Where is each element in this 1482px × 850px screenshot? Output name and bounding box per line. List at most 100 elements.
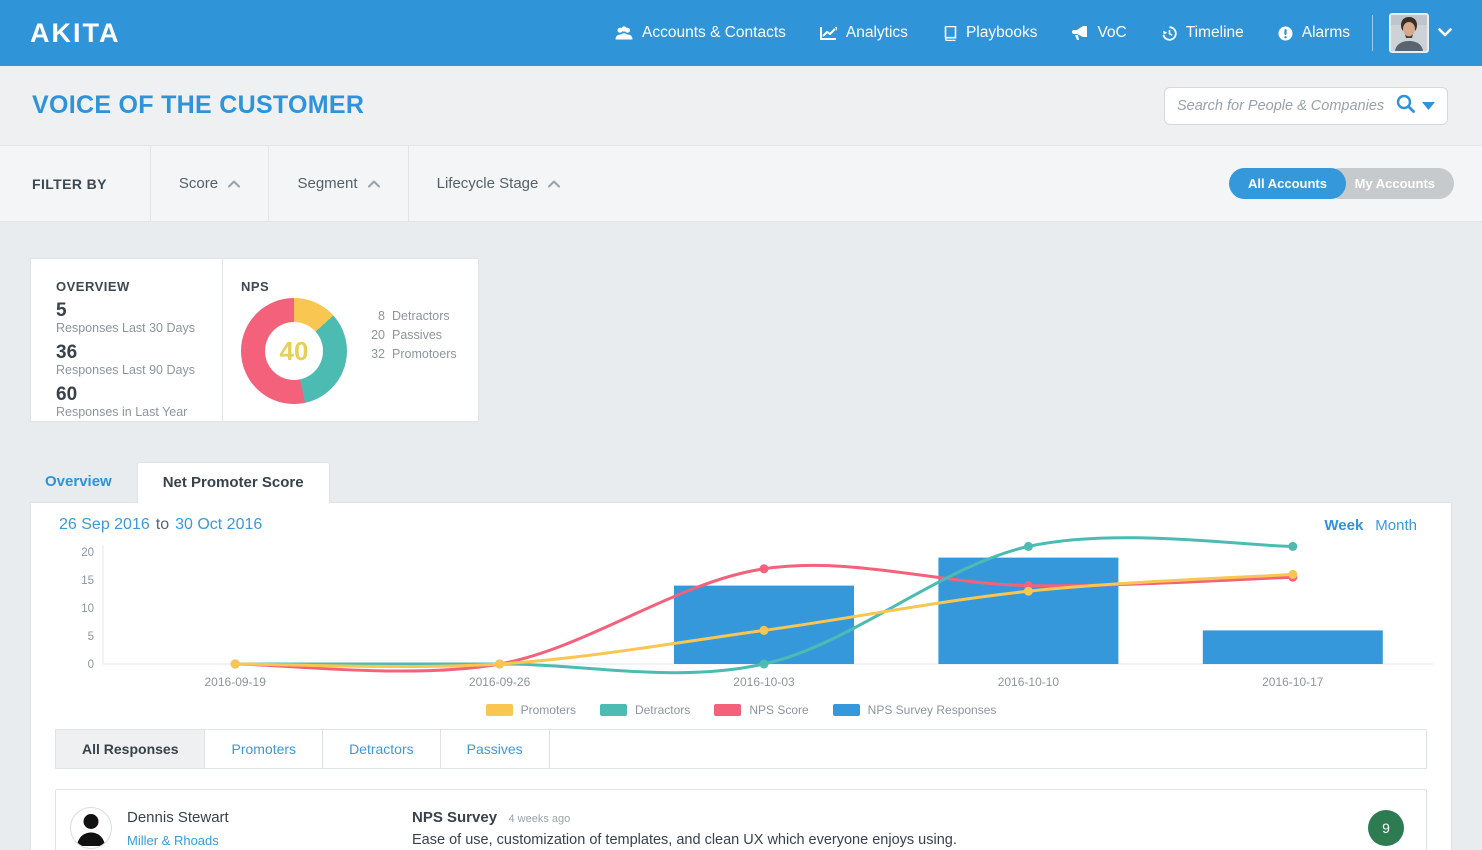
search-icon[interactable] bbox=[1396, 94, 1415, 118]
stat-value: 5 bbox=[56, 300, 67, 321]
search-caret-down-icon[interactable] bbox=[1422, 97, 1435, 115]
svg-text:2016-10-10: 2016-10-10 bbox=[998, 675, 1060, 689]
nav-item-alarms[interactable]: Alarms bbox=[1278, 24, 1350, 42]
nps-score-swatch bbox=[714, 704, 742, 716]
stat-label: Responses Last 90 Days bbox=[56, 362, 195, 377]
nps-donut: 40 bbox=[241, 298, 347, 404]
nav-item-label: Analytics bbox=[845, 24, 908, 41]
chart-legend: Promoters Detractors NPS Score NPS Surve… bbox=[31, 703, 1451, 717]
svg-text:2016-09-19: 2016-09-19 bbox=[205, 675, 267, 689]
nav-menu: Accounts & Contacts Analytics Playbooks … bbox=[615, 24, 1350, 42]
nav-divider bbox=[1372, 15, 1373, 51]
filter-by-label: FILTER BY bbox=[32, 175, 107, 192]
nps-legend-passives: 20 Passives bbox=[363, 328, 457, 342]
responder-info: Dennis Stewart Miller & Rhoads bbox=[112, 809, 412, 848]
stat-30-days: 5 Responses Last 30 Days bbox=[56, 301, 212, 336]
nps-panel: 26 Sep 2016 to 30 Oct 2016 Week Month 0 5… bbox=[30, 502, 1452, 850]
nav-item-analytics[interactable]: Analytics bbox=[819, 24, 908, 42]
search-input[interactable] bbox=[1177, 97, 1396, 114]
legend-value: 20 bbox=[371, 328, 385, 342]
legend-value: 32 bbox=[371, 347, 385, 361]
tab-passives[interactable]: Passives bbox=[441, 730, 550, 768]
stat-label: Responses Last 30 Days bbox=[56, 320, 195, 335]
nps-card-title: NPS bbox=[241, 279, 270, 294]
nav-item-label: Timeline bbox=[1185, 24, 1244, 41]
alarm-icon bbox=[1278, 26, 1293, 41]
tab-all-responses[interactable]: All Responses bbox=[56, 730, 206, 768]
filter-segment[interactable]: Segment bbox=[268, 146, 408, 221]
summary-cards: OVERVIEW 5 Responses Last 30 Days 36 Res… bbox=[30, 258, 479, 422]
nav-item-label: Accounts & Contacts bbox=[642, 24, 786, 41]
range-month-button[interactable]: Month bbox=[1375, 516, 1417, 534]
brand-logo[interactable]: AKITA bbox=[30, 17, 121, 48]
filter-score-label: Score bbox=[178, 175, 219, 192]
overview-card-title: OVERVIEW bbox=[56, 279, 130, 294]
megaphone-icon bbox=[1071, 26, 1088, 40]
survey-name: NPS Survey bbox=[412, 808, 498, 826]
top-navbar: AKITA Accounts & Contacts Analytics Play… bbox=[0, 0, 1482, 66]
legend-value: 8 bbox=[378, 309, 385, 323]
filter-score[interactable]: Score bbox=[150, 146, 268, 221]
all-accounts-toggle[interactable]: All Accounts bbox=[1229, 168, 1346, 199]
search-box bbox=[1164, 86, 1448, 125]
legend-nps-survey-responses: NPS Survey Responses bbox=[832, 703, 997, 717]
svg-text:2016-10-17: 2016-10-17 bbox=[1262, 675, 1324, 689]
detractors-swatch bbox=[599, 704, 627, 716]
nav-item-label: Alarms bbox=[1301, 24, 1350, 41]
legend-promoters: Promoters bbox=[485, 703, 576, 717]
user-menu[interactable] bbox=[1389, 13, 1452, 53]
nps-legend-detractors: 8 Detractors bbox=[363, 309, 457, 323]
response-tabs: All Responses Promoters Detractors Passi… bbox=[55, 729, 1427, 769]
nav-item-label: Playbooks bbox=[965, 24, 1038, 41]
nav-item-timeline[interactable]: Timeline bbox=[1161, 24, 1244, 42]
legend-label: NPS Survey Responses bbox=[867, 703, 997, 717]
page-header: VOICE OF THE CUSTOMER bbox=[0, 66, 1482, 145]
legend-label: Promoters bbox=[520, 703, 576, 717]
responder-company-link[interactable]: Miller & Rhoads bbox=[127, 832, 219, 848]
main-tabs: Overview Net Promoter Score bbox=[30, 462, 1482, 503]
svg-text:15: 15 bbox=[81, 575, 94, 587]
overview-card: OVERVIEW 5 Responses Last 30 Days 36 Res… bbox=[31, 259, 223, 421]
svg-text:2016-09-26: 2016-09-26 bbox=[469, 675, 531, 689]
legend-label: Detractors bbox=[392, 309, 450, 323]
chevron-up-icon bbox=[367, 175, 380, 192]
stat-90-days: 36 Responses Last 90 Days bbox=[56, 341, 212, 378]
stat-value: 36 bbox=[56, 341, 78, 363]
chevron-up-icon bbox=[548, 175, 561, 192]
promoters-swatch bbox=[485, 704, 513, 716]
legend-label: Passives bbox=[392, 328, 443, 342]
filter-bar: FILTER BY Score Segment Lifecycle Stage … bbox=[0, 145, 1482, 222]
stat-last-year: 60 Responses in Last Year bbox=[56, 384, 212, 420]
tab-detractors[interactable]: Detractors bbox=[323, 730, 441, 768]
tab-net-promoter-score[interactable]: Net Promoter Score bbox=[136, 462, 330, 503]
nav-item-playbooks[interactable]: Playbooks bbox=[942, 24, 1038, 42]
response-card: Dennis Stewart Miller & Rhoads NPS Surve… bbox=[55, 789, 1427, 850]
range-week-button[interactable]: Week bbox=[1324, 516, 1364, 534]
nav-item-accounts-contacts[interactable]: Accounts & Contacts bbox=[615, 24, 786, 42]
date-to-word: to bbox=[155, 516, 170, 533]
user-avatar bbox=[1389, 13, 1429, 53]
users-icon bbox=[615, 25, 633, 41]
nps-survey-responses-swatch bbox=[832, 704, 860, 716]
filter-segment-label: Segment bbox=[297, 175, 358, 192]
nps-legend-promoters: 32 Promotoers bbox=[363, 347, 457, 361]
legend-label: NPS Score bbox=[749, 703, 809, 717]
filter-lifecycle-stage[interactable]: Lifecycle Stage bbox=[408, 146, 588, 221]
legend-nps-score: NPS Score bbox=[714, 703, 809, 717]
tab-promoters[interactable]: Promoters bbox=[205, 730, 324, 768]
legend-label: Promotoers bbox=[392, 347, 457, 361]
nav-item-voc[interactable]: VoC bbox=[1071, 24, 1127, 42]
date-to-link[interactable]: 30 Oct 2016 bbox=[175, 516, 263, 533]
filter-lifecycle-label: Lifecycle Stage bbox=[436, 175, 539, 192]
legend-label: Detractors bbox=[634, 703, 691, 717]
my-accounts-toggle[interactable]: My Accounts bbox=[1324, 168, 1454, 199]
date-from-link[interactable]: 26 Sep 2016 bbox=[59, 516, 150, 533]
nav-item-label: VoC bbox=[1097, 24, 1127, 41]
nps-chart[interactable]: 0 5 10 15 20 2016-09-19 2016-09-26 2016-10-03 20… bbox=[31, 534, 1451, 709]
chevron-up-icon bbox=[228, 175, 241, 192]
response-comment: Ease of use, customization of templates,… bbox=[412, 831, 957, 848]
panel-head: 26 Sep 2016 to 30 Oct 2016 Week Month bbox=[31, 503, 1451, 534]
chart-line-icon bbox=[819, 26, 837, 41]
nps-legend: 8 Detractors 20 Passives 32 Promotoers bbox=[363, 309, 457, 366]
tab-overview[interactable]: Overview bbox=[45, 473, 112, 490]
